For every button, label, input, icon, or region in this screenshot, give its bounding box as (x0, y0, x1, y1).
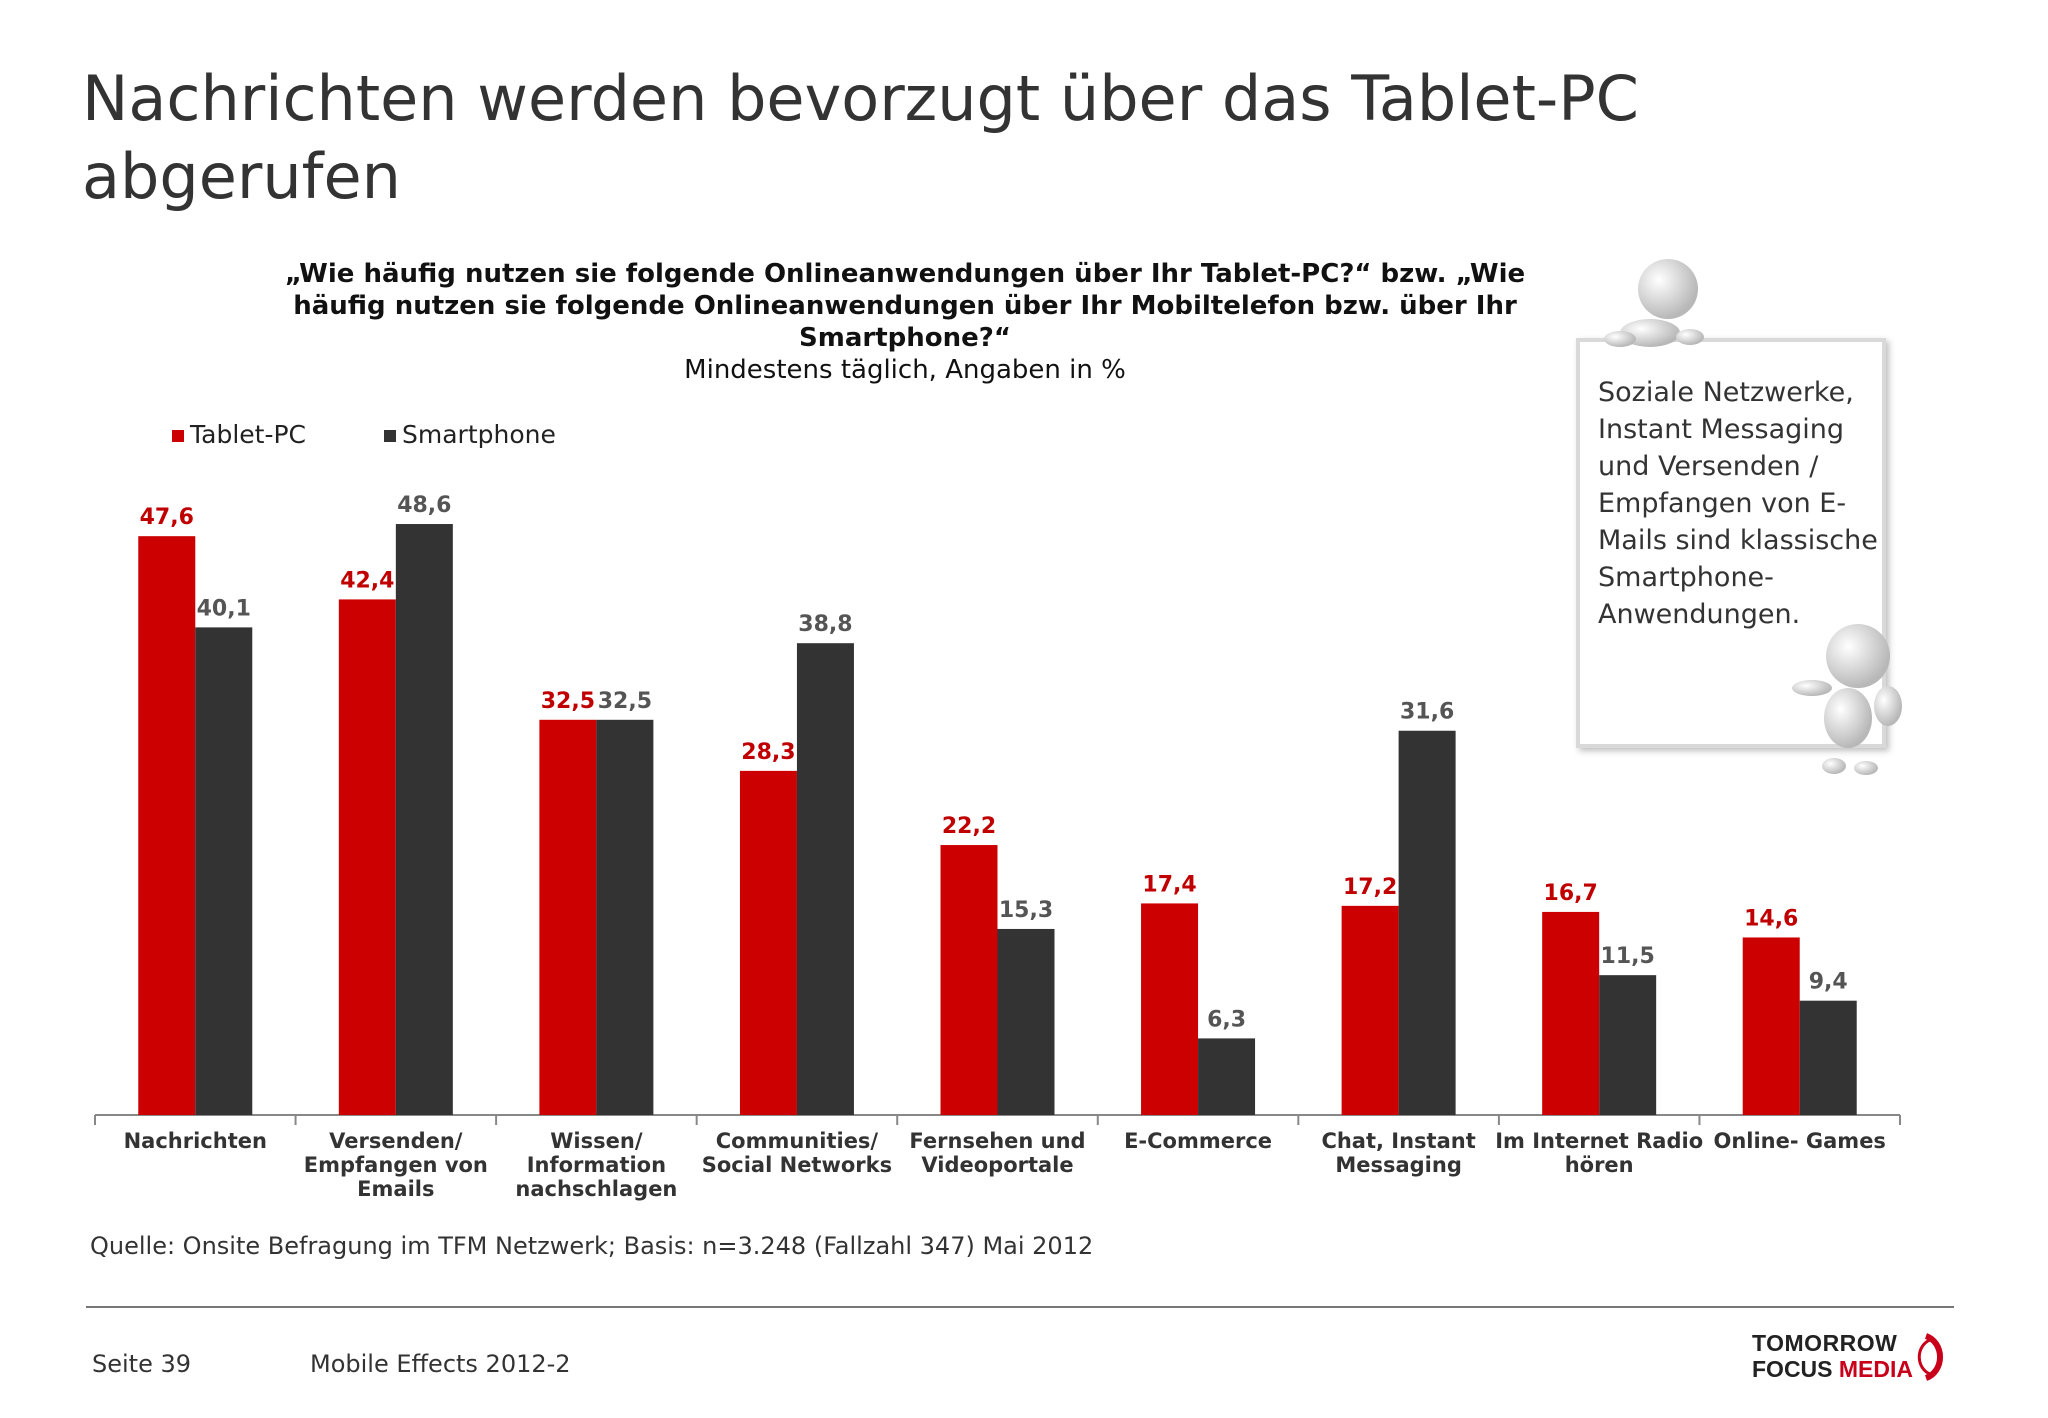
bar-tablet (940, 845, 998, 1115)
legend-item-tablet: Tablet-PC (172, 420, 306, 449)
logo-mark (1917, 1333, 1943, 1381)
legend-label-smartphone: Smartphone (402, 420, 556, 449)
data-label-smartphone: 48,6 (397, 493, 451, 518)
x-tick-label: Online- Games (1713, 1129, 1885, 1153)
x-tick-label: Wissen/Information nachschlagen (515, 1129, 677, 1201)
data-label-tablet: 14,6 (1744, 906, 1798, 931)
page-title: Nachrichten werden bevorzugt über das Ta… (82, 62, 1639, 213)
x-tick-label: E-Commerce (1124, 1129, 1272, 1153)
bar-smartphone (1599, 975, 1657, 1115)
x-tick-label: Nachrichten (124, 1129, 267, 1153)
data-label-tablet: 17,2 (1343, 875, 1397, 900)
data-label-smartphone: 6,3 (1207, 1007, 1246, 1032)
bar-smartphone (596, 719, 654, 1115)
x-tick-label: Versenden/Empfangen von Emails (304, 1129, 488, 1201)
logo-line-1: TOMORROW (1752, 1330, 1898, 1356)
figure-top-illustration (1604, 259, 1704, 347)
study-name: Mobile Effects 2012-2 (310, 1350, 571, 1378)
bar-smartphone (395, 524, 453, 1115)
bar-smartphone (1799, 1000, 1857, 1115)
logo-word-media: MEDIA (1838, 1356, 1914, 1382)
callout-board (1576, 338, 1886, 748)
bar-smartphone (796, 643, 854, 1115)
logo-word-focus: FOCUS (1752, 1356, 1833, 1382)
survey-question: „Wie häufig nutzen sie folgende Onlinean… (284, 259, 1526, 353)
legend-swatch-smartphone (384, 430, 396, 442)
bar-tablet (1742, 937, 1800, 1115)
x-tick-label: Communities/Social Networks (702, 1129, 892, 1177)
company-logo: TOMORROW FOCUS MEDIA (1752, 1330, 1952, 1382)
legend-item-smartphone: Smartphone (384, 420, 556, 449)
footer-divider (86, 1306, 1954, 1308)
data-label-smartphone: 9,4 (1809, 970, 1848, 995)
logo-line-2: FOCUS MEDIA (1752, 1356, 1913, 1383)
data-label-tablet: 22,2 (942, 814, 996, 839)
bar-tablet (539, 719, 597, 1115)
bar-tablet (739, 770, 797, 1115)
bar-tablet (138, 536, 196, 1115)
data-label-smartphone: 38,8 (798, 612, 852, 637)
callout-text: Soziale Netzwerke, Instant Messaging und… (1598, 377, 1878, 630)
x-tick-label: Im Internet Radio hören (1495, 1129, 1703, 1177)
data-label-smartphone: 11,5 (1601, 944, 1655, 969)
data-label-tablet: 28,3 (741, 740, 795, 765)
bar-tablet (1542, 911, 1600, 1115)
data-label-tablet: 47,6 (140, 505, 194, 530)
chart-subtitle: Mindestens täglich, Angaben in % (684, 355, 1126, 385)
data-label-tablet: 42,4 (340, 568, 394, 593)
bar-tablet (1141, 903, 1199, 1115)
data-label-smartphone: 40,1 (197, 596, 251, 621)
bar-smartphone (1198, 1038, 1256, 1115)
page-number: Seite 39 (92, 1350, 192, 1378)
x-tick-label: Fernsehen und Videoportale (909, 1129, 1085, 1177)
bar-smartphone (1398, 730, 1456, 1115)
data-label-tablet: 16,7 (1544, 881, 1598, 906)
data-label-tablet: 17,4 (1142, 872, 1196, 897)
data-label-smartphone: 15,3 (999, 898, 1053, 923)
figure-side-illustration (1792, 624, 1902, 775)
x-tick-label: Chat, Instant Messaging (1321, 1129, 1475, 1177)
source-note: Quelle: Onsite Befragung im TFM Netzwerk… (90, 1232, 1094, 1260)
data-label-tablet: 32,5 (541, 689, 595, 714)
data-label-smartphone: 31,6 (1400, 700, 1454, 725)
data-label-smartphone: 32,5 (598, 689, 652, 714)
legend-swatch-tablet (172, 430, 184, 442)
bar-tablet (1341, 905, 1399, 1115)
bar-smartphone (997, 928, 1055, 1115)
bar-tablet (338, 599, 396, 1115)
bar-smartphone (195, 627, 253, 1115)
legend-label-tablet: Tablet-PC (190, 420, 307, 449)
